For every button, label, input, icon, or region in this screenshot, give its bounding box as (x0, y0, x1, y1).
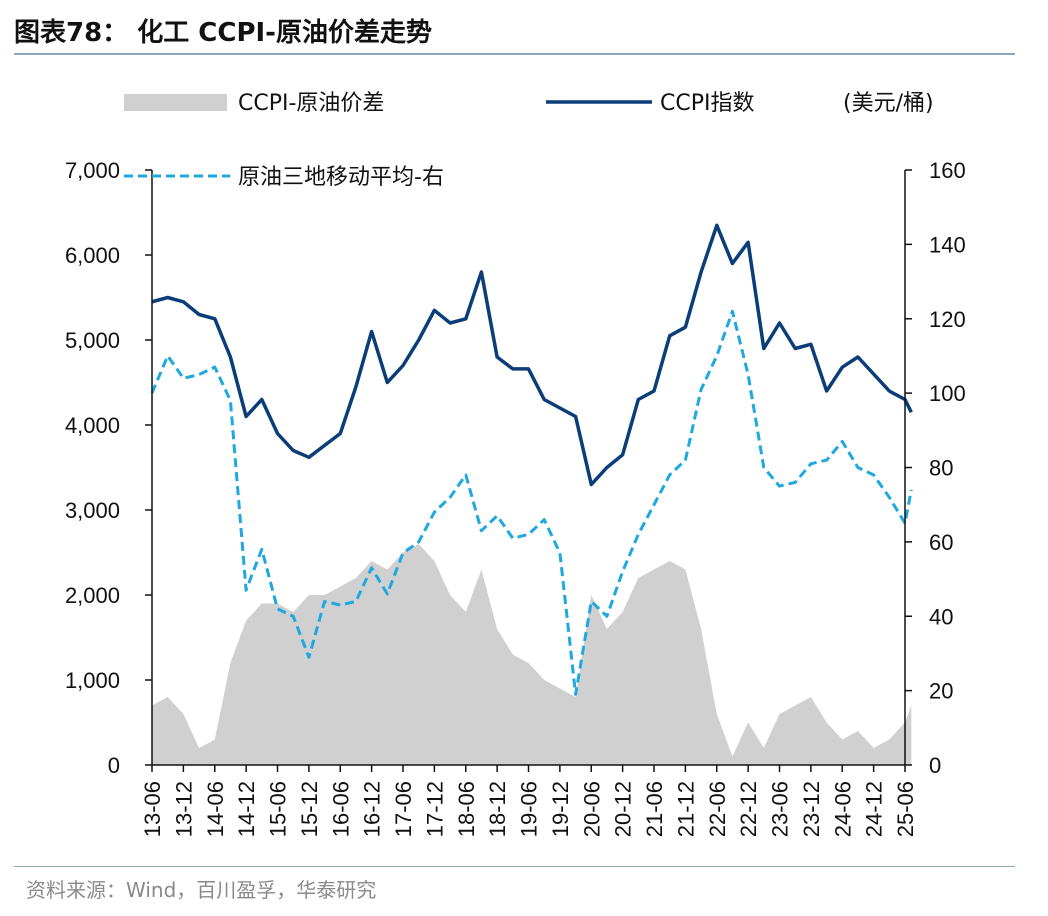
right-tick-label: 40 (929, 604, 953, 629)
right-tick-label: 60 (929, 530, 953, 555)
left-tick-label: 0 (108, 753, 120, 778)
x-tick-label: 21-06 (642, 781, 667, 837)
chart-svg: 0 1,000 2,000 3,000 4,000 5,000 6,000 7,000 0 20 4… (65, 91, 966, 837)
x-tick-label: 13-06 (140, 781, 165, 837)
left-tick-label: 5,000 (65, 328, 120, 353)
right-tick-label: 20 (929, 679, 953, 704)
x-tick-label: 19-12 (548, 781, 573, 837)
footer-divider (14, 866, 1015, 867)
right-tick-label: 140 (929, 232, 966, 257)
x-tick-label: 22-12 (736, 781, 761, 837)
x-tick-label: 14-12 (234, 781, 259, 837)
x-tick-label: 21-12 (673, 781, 698, 837)
left-tick-label: 6,000 (65, 243, 120, 268)
x-tick-label: 23-12 (799, 781, 824, 837)
x-tick-label: 15-12 (297, 781, 322, 837)
legend-label-ccpi: CCPI指数 (660, 91, 754, 116)
title-divider (14, 53, 1015, 55)
axes-layer: 0 1,000 2,000 3,000 4,000 5,000 6,000 7,000 0 20 4… (65, 158, 966, 837)
x-tick-label: 20-12 (611, 781, 636, 837)
series-ccpi-line (151, 223, 913, 487)
legend-label-oil: 原油三地移动平均-右 (238, 165, 444, 190)
legend: CCPI-原油价差 CCPI指数 (美元/桶) 原油三地移动平均-右 (124, 91, 934, 190)
spread-area-layer (152, 544, 912, 765)
source-note: 资料来源：Wind，百川盈孚，华泰研究 (26, 878, 377, 902)
right-tick-label: 0 (929, 753, 941, 778)
right-tick-label: 100 (929, 381, 966, 406)
x-tick-label: 15-06 (266, 781, 291, 837)
left-tick-label: 1,000 (65, 668, 120, 693)
x-tick-label: 18-06 (454, 781, 479, 837)
legend-label-spread: CCPI-原油价差 (238, 91, 384, 116)
x-tick-label: 18-12 (485, 781, 510, 837)
x-tick-label: 24-12 (862, 781, 887, 837)
x-tick-label: 19-06 (517, 781, 542, 837)
chart-title: 图表78： 化工 CCPI-原油价差走势 (14, 18, 432, 48)
line-layer (150, 223, 913, 696)
x-tick-label: 17-06 (391, 781, 416, 837)
legend-swatch-spread (124, 94, 227, 111)
x-tick-label: 22-06 (705, 781, 730, 837)
x-tick-label: 23-06 (768, 781, 793, 837)
series-spread-area (152, 544, 912, 765)
series-oil-line (150, 309, 913, 696)
x-tick-label: 20-06 (579, 781, 604, 837)
unit-label: (美元/桶) (843, 91, 934, 116)
left-tick-label: 7,000 (65, 158, 120, 183)
right-tick-label: 160 (929, 158, 966, 183)
left-tick-label: 4,000 (65, 413, 120, 438)
x-tick-label: 17-12 (422, 781, 447, 837)
x-tick-label: 25-06 (893, 781, 918, 837)
x-tick-label: 14-06 (203, 781, 228, 837)
right-tick-label: 80 (929, 456, 953, 481)
left-tick-label: 3,000 (65, 498, 120, 523)
left-tick-label: 2,000 (65, 583, 120, 608)
x-tick-label: 13-12 (171, 781, 196, 837)
x-tick-label: 16-06 (328, 781, 353, 837)
right-tick-label: 120 (929, 307, 966, 332)
x-tick-label: 24-06 (830, 781, 855, 837)
x-tick-label: 16-12 (360, 781, 385, 837)
